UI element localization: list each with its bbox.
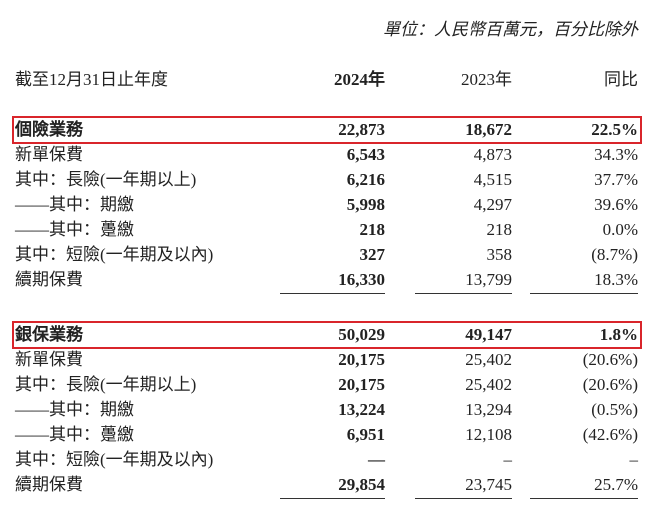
cell: 358: [486, 245, 513, 264]
cell: 其中：長險(一年期以上): [15, 375, 197, 394]
cell: 22.5%: [591, 120, 638, 139]
unit-note: 單位：人民幣百萬元，百分比除外: [383, 20, 638, 39]
cell: 續期保費: [15, 475, 83, 494]
cell: 327: [359, 245, 386, 264]
cell: (20.6%): [582, 350, 638, 369]
cell: 1.8%: [599, 325, 638, 344]
cell: 25,402: [465, 350, 512, 369]
cell: 20,175: [338, 375, 385, 394]
cell: 銀保業務: [15, 325, 83, 344]
cell: 13,799: [465, 270, 512, 289]
cell: ——其中：期繳: [15, 195, 134, 214]
cell: 新單保費: [15, 145, 83, 164]
cell: 4,873: [473, 145, 512, 164]
cell: 5,998: [346, 195, 385, 214]
cell: (20.6%): [582, 375, 638, 394]
cell: ——其中：期繳: [15, 400, 134, 419]
cell: 同比: [604, 70, 638, 89]
cell: ——其中：躉繳: [15, 220, 134, 239]
cell: 37.7%: [594, 170, 638, 189]
underline: [280, 293, 385, 294]
cell: 6,951: [346, 425, 385, 444]
cell: 其中：短險(一年期及以內): [15, 245, 214, 264]
cell: 218: [359, 220, 386, 239]
cell: 2024年: [334, 70, 385, 89]
cell: 49,147: [465, 325, 512, 344]
cell: 4,515: [473, 170, 512, 189]
cell: 截至12月31日止年度: [15, 70, 168, 89]
cell: 16,330: [338, 270, 385, 289]
underline: [415, 293, 512, 294]
cell: 12,108: [465, 425, 512, 444]
cell: 22,873: [338, 120, 385, 139]
cell: –: [503, 450, 513, 469]
cell: 2023年: [461, 70, 512, 89]
cell: 4,297: [473, 195, 512, 214]
cell: 23,745: [465, 475, 512, 494]
cell: ——其中：躉繳: [15, 425, 134, 444]
cell: (0.5%): [591, 400, 638, 419]
cell: 218: [486, 220, 513, 239]
cell: –: [629, 450, 639, 469]
cell: (42.6%): [582, 425, 638, 444]
highlight-box: [12, 321, 642, 349]
cell: 0.0%: [602, 220, 638, 239]
underline: [530, 498, 638, 499]
cell: 25,402: [465, 375, 512, 394]
cell: (8.7%): [591, 245, 638, 264]
underline: [415, 498, 512, 499]
cell: 13,294: [465, 400, 512, 419]
underline: [280, 498, 385, 499]
cell: 39.6%: [594, 195, 638, 214]
cell: 其中：短險(一年期及以內): [15, 450, 214, 469]
cell: —: [368, 450, 385, 469]
cell: 6,543: [346, 145, 385, 164]
cell: 50,029: [338, 325, 385, 344]
cell: 29,854: [338, 475, 385, 494]
underline: [530, 293, 638, 294]
cell: 續期保費: [15, 270, 83, 289]
cell: 13,224: [338, 400, 385, 419]
cell: 個險業務: [15, 120, 83, 139]
cell: 18.3%: [594, 270, 638, 289]
cell: 20,175: [338, 350, 385, 369]
highlight-box: [12, 116, 642, 144]
cell: 18,672: [465, 120, 512, 139]
cell: 新單保費: [15, 350, 83, 369]
cell: 25.7%: [594, 475, 638, 494]
cell: 34.3%: [594, 145, 638, 164]
cell: 其中：長險(一年期以上): [15, 170, 197, 189]
cell: 6,216: [346, 170, 385, 189]
